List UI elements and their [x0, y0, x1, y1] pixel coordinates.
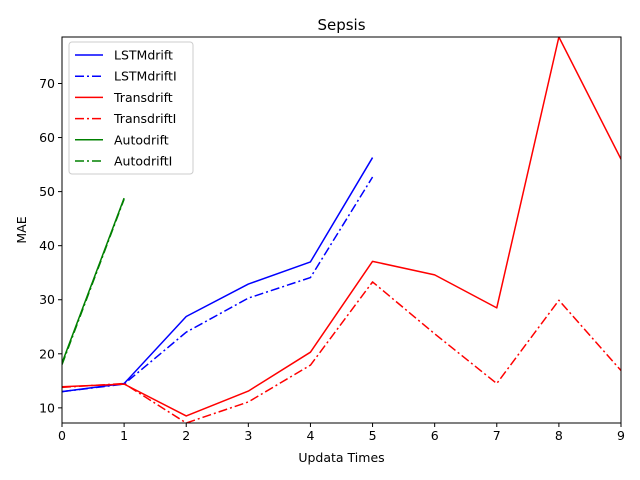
y-tick-label: 40 [39, 238, 55, 253]
legend-label: LSTMdrift [114, 48, 173, 63]
x-tick-label: 5 [369, 428, 377, 443]
y-tick-label: 20 [39, 346, 55, 361]
x-tick-label: 6 [431, 428, 439, 443]
x-tick-label: 0 [58, 428, 66, 443]
legend-label: TransdriftI [113, 111, 176, 126]
y-tick-label: 50 [39, 184, 55, 199]
x-tick-label: 8 [555, 428, 563, 443]
y-tick-label: 70 [39, 76, 55, 91]
y-axis: 10 20 30 40 50 60 70 [39, 76, 62, 415]
series-line-transdrift [62, 37, 621, 417]
y-tick-label: 10 [39, 400, 55, 415]
legend-label: AutodriftI [114, 154, 172, 169]
y-tick-label: 30 [39, 292, 55, 307]
chart-title: Sepsis [317, 16, 365, 34]
x-axis: 0 1 2 3 4 5 6 7 8 9 [58, 423, 625, 443]
series-line-lstmdrifti [62, 176, 374, 393]
x-tick-label: 4 [306, 428, 314, 443]
series-line-autodrifti [62, 198, 125, 365]
x-tick-label: 3 [244, 428, 252, 443]
x-tick-label: 9 [617, 428, 625, 443]
x-axis-title: Updata Times [298, 450, 384, 465]
legend-box [68, 41, 194, 175]
x-tick-label: 7 [493, 428, 501, 443]
plot-frame [61, 36, 622, 424]
legend-label: Autodrift [114, 132, 169, 147]
legend-label: LSTMdriftI [114, 69, 177, 84]
y-tick-label: 60 [39, 130, 55, 145]
legend-label: Transdrift [113, 90, 173, 105]
series-line-transdrifti [62, 281, 621, 423]
x-tick-label: 2 [182, 428, 190, 443]
legend: LSTMdrift LSTMdriftI Transdrift TransdriftI… [68, 41, 194, 175]
series-layer [62, 37, 621, 423]
x-tick-label: 1 [120, 428, 128, 443]
y-axis-title: MAE [14, 216, 29, 243]
